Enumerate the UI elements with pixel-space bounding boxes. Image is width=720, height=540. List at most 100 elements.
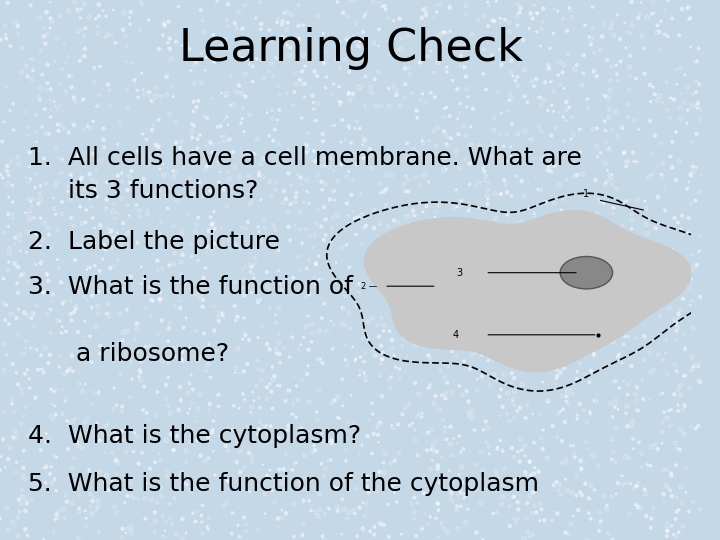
Point — [195, 49, 207, 57]
Point — [336, 320, 348, 328]
Point — [675, 103, 686, 112]
Point — [555, 235, 567, 244]
Point — [192, 213, 204, 222]
Point — [139, 482, 150, 490]
Point — [364, 83, 376, 92]
Text: 2 —: 2 — — [361, 282, 377, 291]
Point — [338, 305, 349, 313]
Point — [417, 90, 428, 98]
Point — [678, 330, 690, 339]
Point — [541, 454, 553, 463]
Point — [13, 29, 24, 38]
Point — [207, 188, 218, 197]
Point — [189, 60, 200, 69]
Point — [210, 43, 222, 51]
Point — [288, 411, 300, 420]
Point — [622, 381, 634, 389]
Point — [685, 301, 696, 309]
Point — [560, 455, 572, 464]
Point — [229, 86, 240, 95]
Point — [52, 513, 63, 522]
Point — [75, 349, 86, 358]
Point — [488, 370, 500, 379]
Point — [41, 31, 53, 39]
Point — [472, 375, 483, 383]
Point — [85, 150, 96, 158]
Point — [678, 372, 690, 380]
Point — [548, 29, 559, 38]
Point — [629, 390, 641, 399]
Point — [282, 145, 294, 154]
Point — [323, 503, 334, 512]
Point — [661, 78, 672, 87]
Point — [0, 366, 10, 374]
Point — [641, 489, 652, 497]
Point — [217, 502, 229, 510]
Point — [603, 290, 614, 299]
Point — [17, 471, 29, 480]
Point — [494, 411, 505, 420]
Point — [266, 106, 278, 114]
Point — [244, 60, 256, 69]
Point — [690, 163, 702, 172]
Point — [230, 25, 242, 33]
Point — [199, 112, 210, 121]
Point — [387, 482, 399, 490]
Point — [326, 122, 338, 130]
Point — [680, 372, 691, 380]
Point — [440, 389, 451, 398]
Point — [665, 93, 676, 102]
Point — [255, 236, 266, 245]
Point — [213, 178, 225, 186]
Point — [662, 483, 674, 492]
Point — [467, 406, 478, 414]
Point — [197, 191, 209, 200]
Point — [169, 168, 181, 177]
Point — [143, 231, 155, 239]
Point — [205, 161, 217, 170]
Point — [82, 262, 94, 271]
Point — [399, 93, 410, 102]
Point — [0, 299, 9, 307]
Point — [196, 483, 207, 492]
Point — [601, 505, 613, 514]
Point — [410, 211, 422, 220]
Point — [626, 215, 638, 224]
Point — [552, 336, 564, 345]
Point — [45, 113, 56, 122]
Point — [480, 225, 492, 234]
Point — [560, 116, 572, 125]
Point — [45, 412, 57, 421]
Point — [212, 157, 224, 166]
Point — [15, 230, 27, 239]
Point — [467, 406, 478, 414]
Point — [76, 430, 87, 439]
Point — [632, 297, 644, 306]
Point — [194, 352, 205, 361]
Point — [155, 92, 166, 101]
Point — [503, 502, 515, 511]
Point — [306, 338, 318, 346]
Point — [581, 418, 593, 427]
Point — [495, 278, 507, 287]
Point — [433, 31, 445, 39]
Point — [602, 56, 613, 64]
Point — [457, 246, 469, 255]
Point — [161, 193, 173, 201]
Point — [101, 195, 112, 204]
Point — [63, 52, 74, 60]
Point — [42, 224, 53, 232]
Point — [413, 389, 424, 398]
Point — [303, 289, 315, 298]
Point — [295, 340, 307, 349]
Point — [441, 63, 453, 71]
Point — [395, 102, 406, 110]
Point — [312, 99, 323, 108]
Point — [124, 227, 135, 235]
Point — [89, 186, 101, 194]
Point — [503, 18, 515, 27]
Point — [206, 94, 217, 103]
Point — [640, 490, 652, 498]
Point — [125, 272, 136, 281]
Point — [420, 170, 431, 179]
